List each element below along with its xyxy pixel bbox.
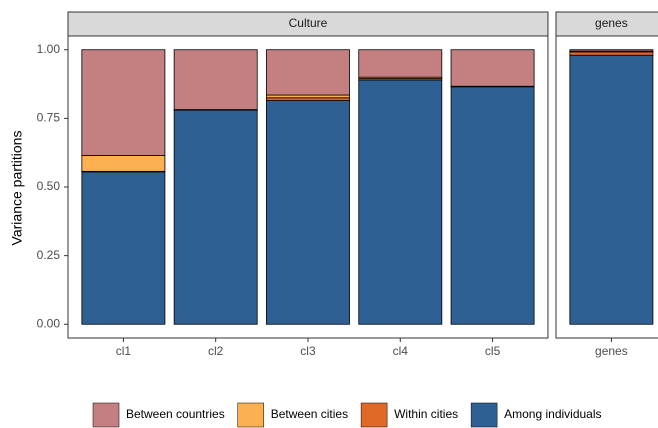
bar-segment [81, 49, 166, 156]
legend-label: Between cities [271, 407, 348, 421]
bar-segment [81, 171, 166, 325]
x-tick-label: cl2 [208, 344, 224, 358]
legend-label: Within cities [394, 407, 458, 421]
bar-segment [569, 49, 654, 52]
y-tick-label: 0.00 [37, 316, 61, 330]
legend-swatch [92, 402, 120, 428]
y-tick-label: 0.50 [37, 179, 61, 193]
y-tick-label: 1.00 [37, 42, 61, 56]
bar-segment [173, 49, 258, 110]
bar-segment [569, 51, 654, 56]
bar-segment [173, 109, 258, 325]
x-tick-label: cl5 [485, 344, 501, 358]
legend-swatch [470, 402, 498, 428]
bar-segment [450, 86, 535, 325]
facet-title: Culture [289, 16, 328, 30]
legend-label: Between countries [126, 407, 225, 421]
facet-panel: genes genes [555, 11, 658, 358]
bar-segment [569, 54, 654, 325]
facet-strip [555, 11, 658, 37]
panel-border [67, 35, 549, 339]
panel-border [555, 35, 658, 339]
facet-strip [67, 11, 549, 37]
legend-swatch [237, 402, 264, 428]
y-tick-label: 0.25 [37, 248, 61, 262]
y-tick-label: 0.75 [37, 111, 61, 125]
x-tick-label: cl3 [300, 344, 316, 358]
x-tick-label: cl4 [393, 344, 409, 358]
legend-swatch [360, 402, 388, 428]
facet-panel: Culture cl1 cl2 cl3 cl4 cl5 [67, 11, 549, 358]
bar-segment [358, 49, 443, 78]
x-tick-label: cl1 [116, 344, 132, 358]
y-axis-title: Variance partitions [9, 131, 25, 246]
bar-segment [450, 49, 535, 87]
bar-segment [266, 97, 350, 101]
facet-title: genes [595, 16, 628, 30]
bar-segment [358, 79, 443, 325]
bar-segment [266, 94, 350, 99]
bar-segment [266, 100, 350, 325]
x-tick-label: genes [595, 344, 628, 358]
legend-label: Among individuals [504, 407, 601, 421]
bar-segment [81, 155, 166, 172]
bar-segment [266, 49, 350, 96]
